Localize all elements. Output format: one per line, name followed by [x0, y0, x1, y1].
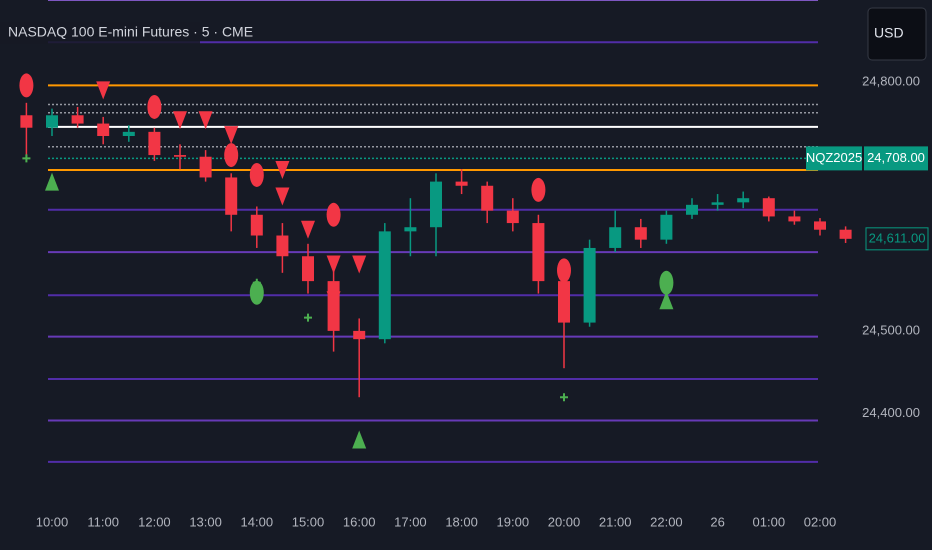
last-price-label: 24,611.00: [869, 230, 926, 245]
x-tick-label: 11:00: [87, 514, 119, 529]
candle-body: [583, 247, 596, 323]
candle-body: [276, 235, 289, 257]
signal-ellipse: [249, 162, 264, 187]
candle-body: [404, 227, 417, 232]
candle-body: [199, 156, 212, 178]
candle-body: [20, 115, 33, 128]
signal-triangle-down: [275, 161, 290, 179]
signal-triangle-down: [96, 81, 111, 100]
x-tick-label: 01:00: [753, 514, 786, 529]
candle-body: [455, 181, 468, 186]
y-tick-label: 24,800.00: [862, 74, 920, 89]
candle-body: [634, 227, 647, 240]
candle-body: [711, 202, 724, 205]
signal-triangle-up: [45, 172, 59, 191]
x-tick-label: 13:00: [189, 514, 222, 529]
x-tick-label: 18:00: [445, 514, 478, 529]
signal-triangle-up: [352, 430, 367, 449]
signal-triangle-up: [659, 291, 674, 310]
signal-ellipse: [249, 280, 264, 305]
signal-triangle-down: [198, 111, 213, 130]
signal-triangle-down: [224, 126, 239, 145]
candle-body: [46, 115, 58, 128]
signal-ellipse: [19, 73, 34, 98]
candle-body: [481, 185, 494, 211]
y-tick-label: 24,400.00: [862, 405, 920, 420]
contract-price-label: 24,708.00: [867, 150, 925, 165]
candle-body: [353, 330, 366, 340]
signal-triangle-down: [173, 111, 187, 130]
candle-body: [814, 221, 826, 230]
x-tick-label: 15:00: [292, 514, 325, 529]
candle-body: [225, 177, 238, 215]
candle-body: [762, 198, 775, 217]
candle-body: [174, 155, 186, 157]
contract-price-box: [864, 146, 928, 171]
last-price-box: [865, 227, 929, 251]
signal-ellipse: [557, 258, 571, 283]
signal-plus: [304, 313, 312, 322]
signal-ellipse: [326, 202, 341, 227]
x-tick-label: 12:00: [138, 514, 171, 529]
candle-body: [71, 115, 84, 124]
x-tick-label: 10:00: [36, 514, 69, 529]
candle-body: [122, 131, 135, 136]
x-tick-label: 26: [710, 514, 724, 529]
x-tick-label: 20:00: [548, 514, 581, 529]
signal-triangle-down: [352, 255, 367, 274]
signal-plus: [252, 278, 261, 287]
y-tick-label: 24,500.00: [862, 322, 920, 337]
signal-ellipse: [147, 94, 162, 119]
candle-body: [686, 204, 698, 215]
signal-ellipse: [224, 143, 239, 168]
signal-plus: [22, 154, 31, 163]
signal-triangle-down: [301, 220, 315, 239]
chart-title: NASDAQ 100 E-mini Futures · 5 · CME: [8, 24, 253, 40]
candle-body: [378, 231, 391, 340]
candle-body: [97, 123, 110, 136]
x-tick-label: 14:00: [241, 514, 274, 529]
signal-plus: [560, 393, 568, 402]
contract-tag-box: [806, 146, 862, 171]
signal-triangle-down: [326, 291, 341, 310]
x-tick-label: 22:00: [650, 514, 683, 529]
currency-label: USD: [874, 25, 904, 41]
candle-body: [302, 256, 314, 282]
x-tick-label: 16:00: [343, 514, 376, 529]
signal-ellipse: [659, 270, 674, 295]
candle-body: [532, 223, 545, 282]
currency-button[interactable]: [867, 7, 927, 61]
signal-triangle-down: [326, 255, 341, 274]
candle-body: [788, 216, 801, 222]
signal-ellipse: [531, 177, 546, 202]
candle-body: [737, 198, 750, 203]
x-tick-label: 19:00: [497, 514, 530, 529]
title-backdrop: [0, 22, 200, 44]
candle-body: [839, 229, 852, 239]
x-tick-label: 21:00: [599, 514, 632, 529]
x-tick-label: 17:00: [394, 514, 427, 529]
candle-body: [430, 181, 442, 228]
candle-body: [506, 210, 519, 224]
x-tick-label: 02:00: [804, 514, 837, 529]
candle-body: [148, 131, 161, 156]
candle-body: [558, 281, 570, 323]
candle-body: [609, 227, 622, 248]
candle-body: [250, 214, 263, 236]
candle-body: [660, 214, 673, 240]
contract-tag-name: NQZ2025: [806, 150, 862, 165]
signal-triangle-down: [275, 187, 290, 206]
